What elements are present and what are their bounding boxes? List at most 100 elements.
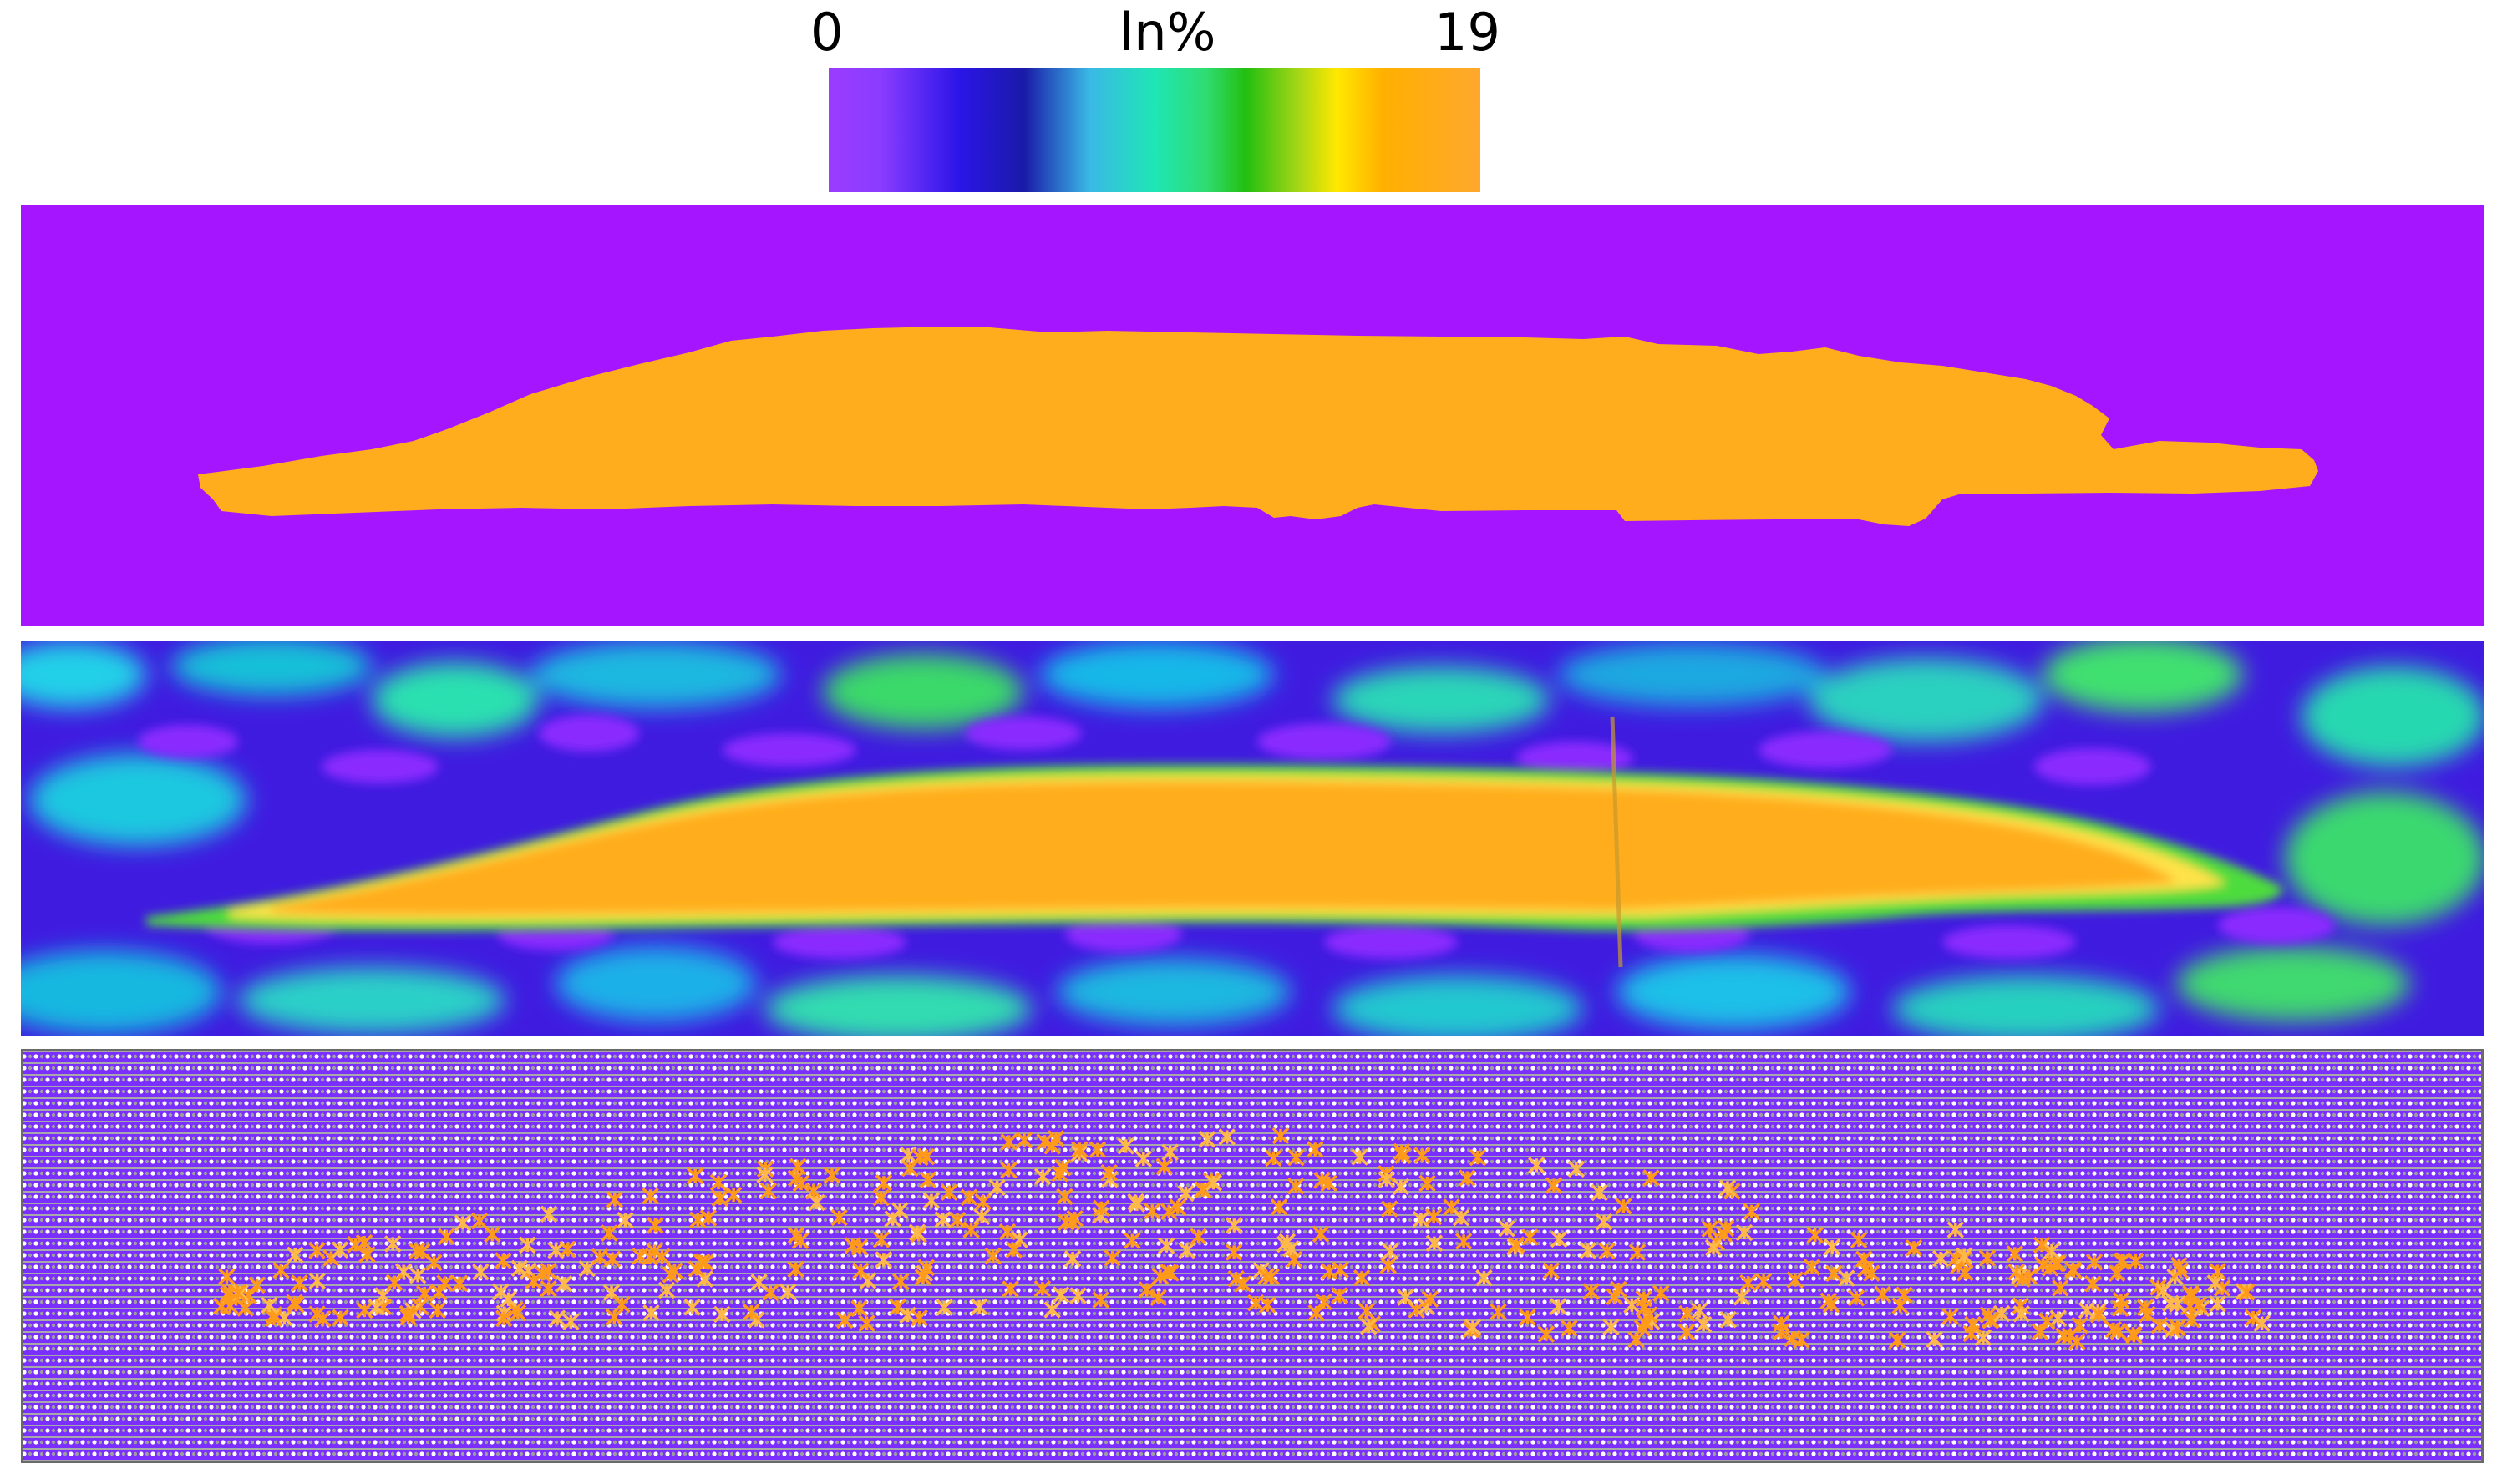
indium-atom-marker [500,1290,517,1308]
indium-atom-marker [2113,1253,2130,1270]
indium-atom-marker [891,1273,910,1290]
indium-atom-marker [1069,1287,1087,1304]
indium-atom-marker [540,1280,557,1298]
indium-atom-marker [1567,1160,1586,1178]
indium-atom-marker [1823,1238,1841,1256]
indium-atom-marker [591,1248,609,1266]
colorbar-max-label: 19 [1434,2,1500,63]
indium-atom-marker [2038,1312,2056,1330]
indium-atom-marker [1043,1301,1061,1319]
indium-atom-marker [2209,1295,2226,1313]
indium-atom-marker [562,1313,580,1331]
indium-atom-marker [1157,1237,1175,1254]
indium-atom-marker [2206,1274,2224,1292]
indium-atom-marker [724,1186,743,1204]
indium-atom-marker [646,1243,663,1260]
indium-atom-marker [415,1284,434,1303]
indium-atom-marker [1089,1141,1107,1158]
indium-atom-marker [548,1309,566,1327]
indium-atom-marker [1418,1174,1436,1193]
indium-atom-marker [1905,1239,1923,1257]
indium-atom-marker [1177,1184,1195,1203]
indium-atom-marker [547,1241,565,1259]
indium-atom-marker [1160,1203,1178,1221]
indium-atom-marker [308,1272,326,1290]
indium-atom-marker [1773,1314,1790,1333]
indium-atom-marker [1271,1127,1290,1145]
indium-atom-marker [1956,1264,1974,1282]
indium-atom-marker [1838,1269,1855,1287]
indium-atom-marker [1117,1137,1134,1155]
indium-atom-marker [919,1171,937,1189]
indium-atom-marker [1218,1128,1236,1146]
indium-atom-marker [713,1305,731,1324]
indium-atom-marker [331,1241,349,1259]
indium-atom-marker [1847,1289,1865,1307]
indium-atom-marker [308,1305,326,1323]
indium-atom-marker [1066,1209,1084,1228]
indium-atom-marker [1127,1193,1144,1211]
indium-atom-marker [2085,1254,2104,1271]
indium-atom-marker [1378,1171,1395,1188]
indium-atom-marker [1598,1242,1616,1260]
indium-atom-marker [484,1225,501,1243]
indium-atom-marker [1739,1274,1757,1292]
indium-atom-marker [852,1262,870,1279]
indium-atom-marker [1579,1242,1597,1259]
indium-atom-marker [789,1157,807,1176]
indium-atom-marker [1276,1235,1294,1254]
indium-atom-marker [1000,1133,1018,1151]
indium-atom-marker [1677,1323,1696,1341]
indium-atom-marker [1162,1264,1180,1282]
indium-atom-marker [1527,1157,1545,1174]
indium-atom-marker [1469,1148,1487,1167]
indium-atom-marker [1498,1220,1515,1238]
indium-atom-marker [248,1276,266,1294]
indium-atom-marker [606,1191,624,1208]
binary-indium-map [21,205,2484,626]
indium-atom-marker [1265,1149,1282,1167]
indium-atom-marker [1454,1233,1473,1250]
indium-atom-marker [2162,1294,2180,1313]
indium-atom-marker [1628,1243,1647,1261]
indium-atom-marker [1359,1318,1378,1335]
indium-atom-marker [1718,1179,1737,1197]
indium-atom-marker [1071,1141,1089,1158]
indium-atom-marker [1610,1280,1627,1299]
indium-atom-marker [940,1183,958,1201]
indium-atom-marker [1033,1279,1052,1298]
indium-atom-marker [875,1251,893,1269]
indium-atom-marker [555,1275,573,1293]
indium-atom-marker [429,1301,446,1319]
indium-atom-marker [1332,1261,1349,1279]
indium-atom-marker [1015,1132,1033,1149]
indium-atom-marker [2071,1316,2088,1335]
indium-atom-marker [1623,1296,1641,1314]
indium-atom-marker [1519,1309,1536,1326]
indium-atom-marker [1507,1236,1525,1254]
indium-atom-marker [291,1274,308,1292]
indium-atom-marker [265,1309,283,1328]
indium-atom-marker [2055,1327,2073,1345]
indium-atom-marker [1694,1315,1713,1334]
indium-atom-marker [1353,1269,1371,1287]
colorbar [829,68,1480,192]
indium-atom-marker [1155,1157,1174,1176]
indium-atom-marker [1806,1226,1824,1244]
indium-atom-marker [1521,1228,1539,1246]
indium-atom-marker [2043,1242,2061,1260]
indium-atom-marker [1315,1293,1332,1311]
indium-atom-marker [1033,1167,1052,1185]
indium-atom-marker [1602,1318,1620,1336]
indium-atom-marker [642,1188,659,1205]
indium-atom-marker [1452,1208,1470,1227]
indium-atom-marker [1636,1314,1654,1331]
indium-atom-marker [779,1283,797,1301]
indium-atom-marker [2139,1305,2156,1324]
indium-atom-marker [1190,1228,1207,1245]
indium-atom-marker [2083,1275,2102,1293]
indium-atom-marker [1992,1304,2011,1323]
indium-atom-marker [1307,1141,1324,1158]
indium-atom-marker [998,1223,1017,1241]
indium-atom-marker [850,1238,869,1256]
